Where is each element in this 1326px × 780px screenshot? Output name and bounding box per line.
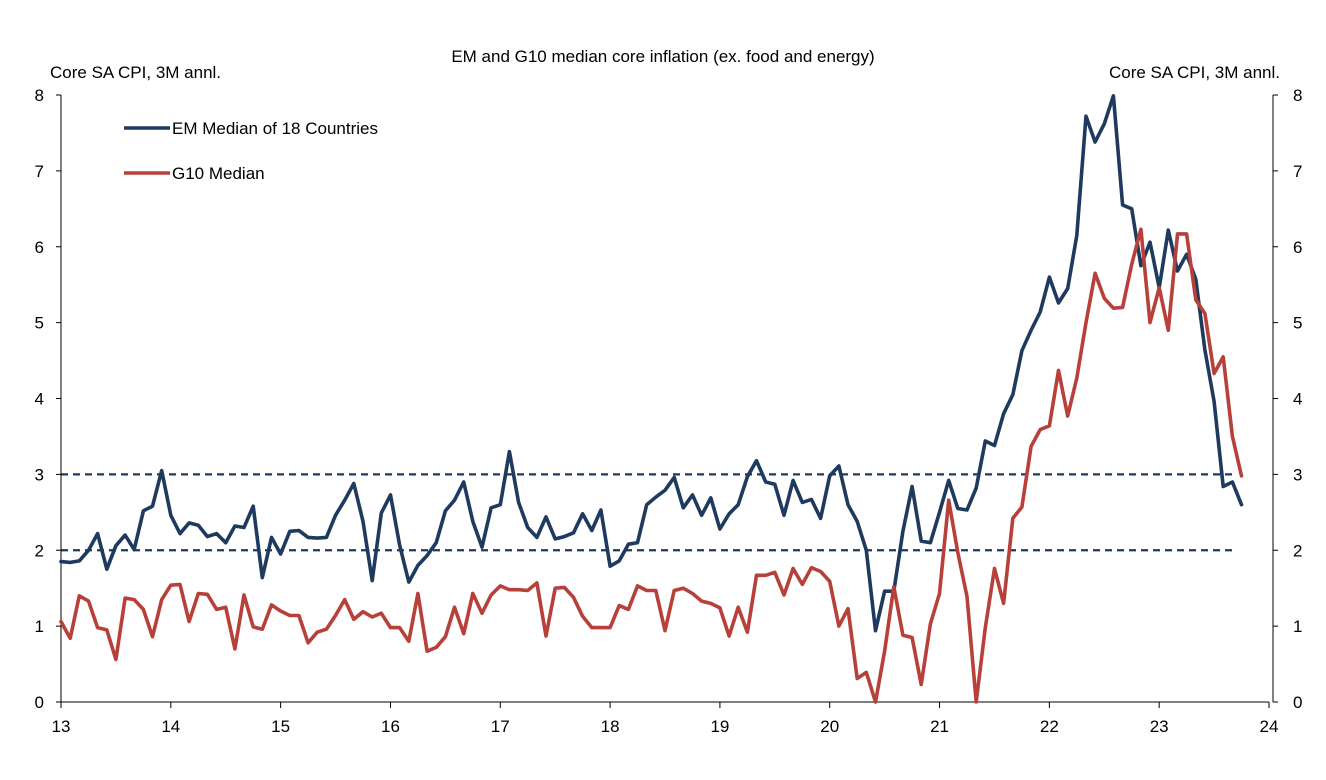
y-tick-label-left: 2 [35,541,44,560]
x-tick-label: 16 [381,717,400,736]
y-tick-label-left: 4 [35,390,44,409]
x-tick-label: 19 [710,717,729,736]
y-tick-label-right: 8 [1293,86,1302,105]
y-tick-label-right: 0 [1293,693,1302,712]
y-tick-label-right: 7 [1293,162,1302,181]
x-tick-label: 18 [601,717,620,736]
x-tick-label: 13 [52,717,71,736]
y-tick-label-right: 6 [1293,238,1302,257]
x-tick-label: 23 [1150,717,1169,736]
series-line-em-median [59,94,1244,633]
y-tick-label-left: 1 [35,617,44,636]
x-tick-label: 22 [1040,717,1059,736]
y-tick-label-left: 5 [35,314,44,333]
x-tick-label: 24 [1260,717,1279,736]
y-tick-label-left: 3 [35,465,44,484]
y-tick-label-right: 4 [1293,390,1302,409]
y-axis-label-left: Core SA CPI, 3M annl. [50,63,222,82]
y-tick-label-right: 1 [1293,617,1302,636]
series-line-g10-median [59,227,1244,704]
legend-label-em: EM Median of 18 Countries [172,119,378,138]
y-tick-label-left: 6 [35,238,44,257]
y-tick-label-left: 7 [35,162,44,181]
y-tick-label-left: 8 [35,86,44,105]
x-tick-label: 17 [491,717,510,736]
x-tick-label: 15 [271,717,290,736]
x-tick-label: 14 [161,717,180,736]
legend-label-g10: G10 Median [172,164,265,183]
y-axis-label-right: Core SA CPI, 3M annl. [1108,63,1280,82]
y-tick-label-right: 5 [1293,314,1302,333]
x-tick-label: 21 [930,717,949,736]
y-tick-label-right: 3 [1293,465,1302,484]
chart-title: EM and G10 median core inflation (ex. fo… [451,47,875,66]
x-tick-label: 20 [820,717,839,736]
y-tick-label-right: 2 [1293,541,1302,560]
y-tick-label-left: 0 [35,693,44,712]
